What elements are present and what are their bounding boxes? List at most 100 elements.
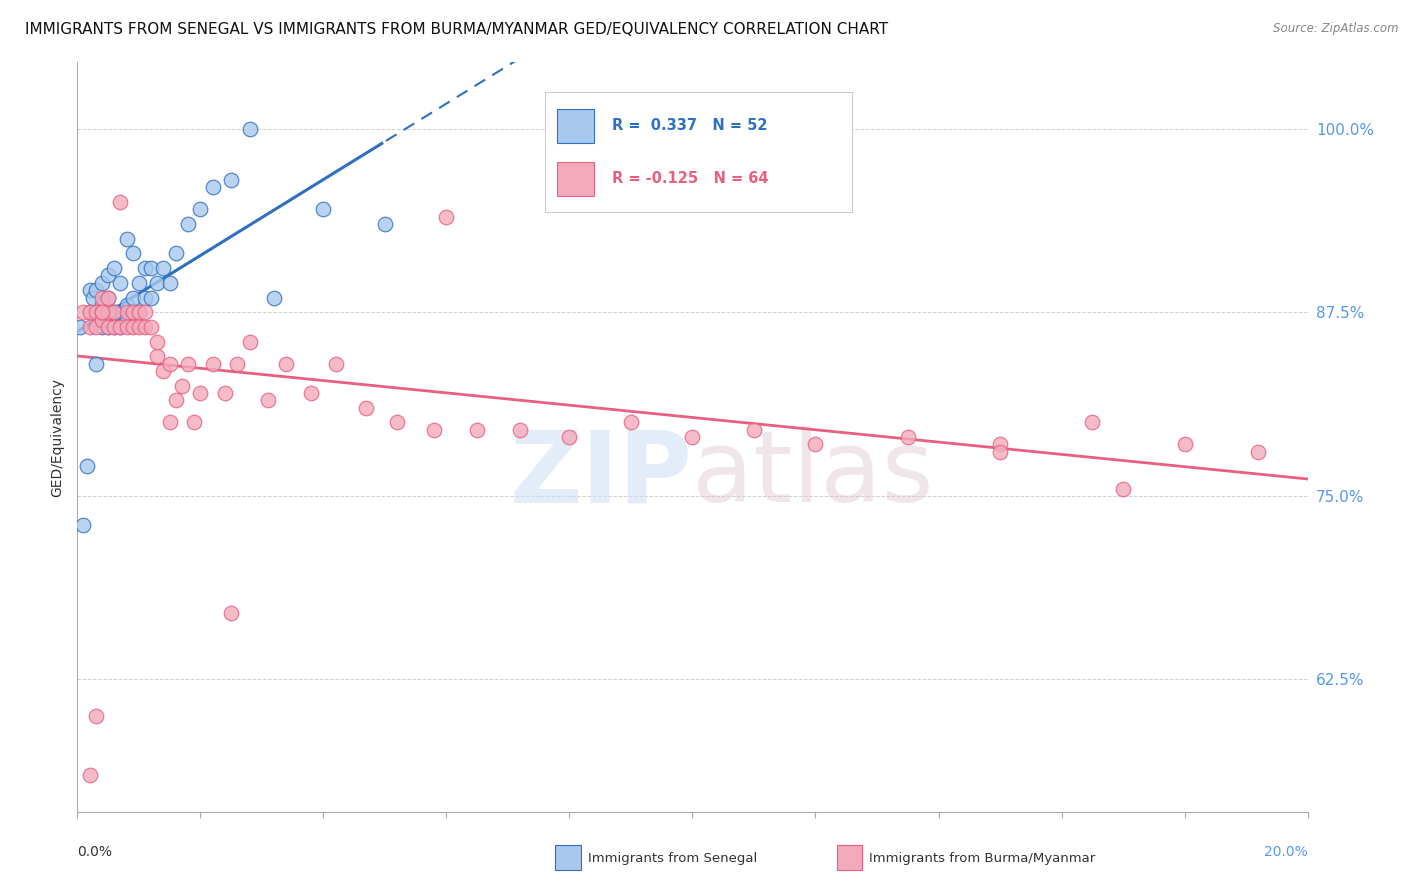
Point: [115, 298, 138, 312]
Text: 0.0%: 0.0%: [77, 845, 112, 859]
Point: [159, 276, 181, 290]
Point: [84, 709, 107, 723]
Point: [804, 437, 827, 451]
Point: [159, 357, 181, 371]
Point: [90, 319, 114, 334]
Point: [988, 444, 1011, 458]
Point: [201, 180, 224, 194]
Text: Immigrants from Senegal: Immigrants from Senegal: [588, 852, 756, 864]
Point: [299, 386, 322, 401]
Point: [177, 357, 200, 371]
Point: [121, 291, 143, 305]
Point: [146, 334, 169, 349]
Point: [620, 416, 643, 430]
Point: [84, 283, 107, 297]
Point: [170, 378, 193, 392]
Point: [742, 423, 765, 437]
Point: [374, 217, 396, 231]
Point: [69, 319, 91, 334]
Point: [90, 305, 114, 319]
Point: [82, 291, 104, 305]
Point: [239, 121, 262, 136]
Point: [263, 291, 285, 305]
Point: [90, 298, 114, 312]
Point: [103, 319, 125, 334]
Point: [90, 305, 114, 319]
Point: [509, 423, 531, 437]
Point: [128, 305, 150, 319]
Point: [134, 319, 156, 334]
Point: [312, 202, 335, 217]
Point: [103, 305, 125, 319]
Point: [90, 276, 114, 290]
Point: [141, 291, 163, 305]
Point: [90, 291, 114, 305]
Point: [84, 319, 107, 334]
Point: [121, 246, 143, 260]
Point: [682, 430, 704, 444]
Point: [385, 416, 409, 430]
Point: [165, 393, 187, 408]
Point: [146, 349, 169, 363]
Text: atlas: atlas: [693, 426, 934, 523]
Point: [100, 305, 122, 319]
Point: [141, 319, 163, 334]
Point: [356, 401, 378, 415]
Point: [436, 210, 458, 224]
Point: [239, 334, 262, 349]
Point: [97, 305, 120, 319]
Point: [1112, 482, 1135, 496]
Point: [128, 319, 150, 334]
Point: [110, 319, 132, 334]
Point: [90, 305, 114, 319]
Point: [146, 276, 169, 290]
Point: [115, 319, 138, 334]
Point: [105, 305, 128, 319]
Point: [115, 312, 138, 326]
Point: [219, 173, 242, 187]
Point: [76, 459, 98, 474]
Point: [121, 319, 143, 334]
Point: [87, 305, 110, 319]
Point: [97, 305, 120, 319]
Point: [897, 430, 920, 444]
Point: [79, 768, 101, 782]
Point: [128, 276, 150, 290]
Point: [72, 518, 94, 533]
Point: [188, 386, 212, 401]
Point: [226, 357, 249, 371]
Point: [128, 305, 150, 319]
Point: [219, 607, 242, 621]
Point: [325, 357, 347, 371]
Point: [121, 305, 143, 319]
Point: [84, 312, 107, 326]
Y-axis label: GED/Equivalency: GED/Equivalency: [51, 377, 65, 497]
Point: [465, 423, 488, 437]
Text: 20.0%: 20.0%: [1264, 845, 1308, 859]
Point: [214, 386, 236, 401]
Point: [110, 319, 132, 334]
Point: [121, 305, 143, 319]
Text: ZIP: ZIP: [509, 426, 693, 523]
Point: [97, 291, 120, 305]
Point: [103, 319, 125, 334]
Point: [134, 305, 156, 319]
Point: [177, 217, 200, 231]
Point: [94, 305, 117, 319]
Point: [276, 357, 298, 371]
Point: [152, 364, 174, 378]
Point: [159, 416, 181, 430]
Point: [110, 194, 132, 209]
Point: [423, 423, 446, 437]
Point: [79, 305, 101, 319]
Point: [110, 305, 132, 319]
Point: [141, 261, 163, 276]
Point: [1247, 444, 1270, 458]
Point: [97, 291, 120, 305]
Point: [103, 305, 125, 319]
Point: [1081, 416, 1104, 430]
Point: [97, 268, 120, 283]
Point: [90, 312, 114, 326]
Point: [558, 430, 581, 444]
Point: [79, 305, 101, 319]
